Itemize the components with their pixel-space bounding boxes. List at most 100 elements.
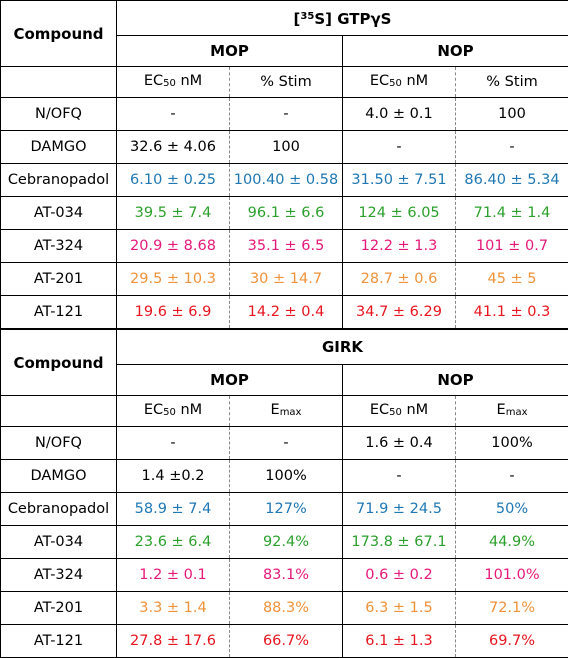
compound-header: Compound <box>1 1 117 67</box>
compound-name-cell: AT-121 <box>1 296 117 330</box>
mop-value-cell: 96.1 ± 6.6 <box>230 197 343 230</box>
empty-cell <box>1 396 117 427</box>
mop-ec50-cell: 27.8 ± 17.6 <box>117 625 230 658</box>
compound-name-cell: Cebranopadol <box>1 493 117 526</box>
mop-ec50-cell: 39.5 ± 7.4 <box>117 197 230 230</box>
nop-value-cell: 71.4 ± 1.4 <box>456 197 568 230</box>
nop-ec50-cell: 173.8 ± 67.1 <box>343 526 456 559</box>
mop-value-cell: 127% <box>230 493 343 526</box>
nop-value-cell: 101.0% <box>456 559 568 592</box>
compound-name-cell: N/OFQ <box>1 98 117 131</box>
compound-name-cell: AT-034 <box>1 526 117 559</box>
compound-name-cell: DAMGO <box>1 131 117 164</box>
ec50-prefix: EC <box>144 402 163 418</box>
nop-ec50-cell: 124 ± 6.05 <box>343 197 456 230</box>
nop-ec50-cell: 6.3 ± 1.5 <box>343 592 456 625</box>
nop-ec50-cell: 34.7 ± 6.29 <box>343 296 456 330</box>
nop-ec50-cell: 12.2 ± 1.3 <box>343 230 456 263</box>
nop-value-cell: 45 ± 5 <box>456 263 568 296</box>
emax-sub: max <box>506 407 528 418</box>
mop-ec50-cell: 23.6 ± 6.4 <box>117 526 230 559</box>
mop-value-cell: 30 ± 14.7 <box>230 263 343 296</box>
section-title-girk: GIRK <box>117 329 568 365</box>
mop-ec50-cell: 19.6 ± 6.9 <box>117 296 230 330</box>
group-header-mop: MOP <box>117 365 343 396</box>
compound-name-cell: AT-034 <box>1 197 117 230</box>
nop-ec50-cell: 1.6 ± 0.4 <box>343 427 456 460</box>
compound-name-cell: AT-324 <box>1 230 117 263</box>
title-text: S] GTPγS <box>314 10 391 28</box>
compound-name-cell: AT-201 <box>1 592 117 625</box>
mop-ec50-cell: 3.3 ± 1.4 <box>117 592 230 625</box>
ec50-prefix: EC <box>370 402 389 418</box>
mop-ec50-cell: - <box>117 98 230 131</box>
nop-value-cell: 72.1% <box>456 592 568 625</box>
compound-name-cell: N/OFQ <box>1 427 117 460</box>
nop-ec50-cell: 71.9 ± 24.5 <box>343 493 456 526</box>
nop-ec50-cell: - <box>343 460 456 493</box>
ec50-sub: 50 <box>389 407 402 418</box>
nop-value-cell: 86.40 ± 5.34 <box>456 164 568 197</box>
mop-ec50-cell: 58.9 ± 7.4 <box>117 493 230 526</box>
nop-value-cell: 100% <box>456 427 568 460</box>
mop-ec50-cell: 32.6 ± 4.06 <box>117 131 230 164</box>
col-header-mop-ec50: EC50 nM <box>117 396 230 427</box>
mop-value-cell: 35.1 ± 6.5 <box>230 230 343 263</box>
mop-ec50-cell: 29.5 ± 10.3 <box>117 263 230 296</box>
data-table-page: Compound [35S] GTPγS MOP NOP EC50 nM % S… <box>0 0 568 610</box>
col-header-nop-ec50: EC50 nM <box>343 67 456 98</box>
mop-ec50-cell: 6.10 ± 0.25 <box>117 164 230 197</box>
mop-value-cell: 88.3% <box>230 592 343 625</box>
mop-ec50-cell: 20.9 ± 8.68 <box>117 230 230 263</box>
nop-value-cell: 50% <box>456 493 568 526</box>
ec50-sub: 50 <box>163 78 176 89</box>
compound-header: Compound <box>1 329 117 396</box>
group-header-mop: MOP <box>117 36 343 67</box>
compound-name-cell: AT-201 <box>1 263 117 296</box>
col-header-nop-stim: % Stim <box>456 67 568 98</box>
mop-value-cell: 83.1% <box>230 559 343 592</box>
emax-sub: max <box>280 407 302 418</box>
ec50-unit: nM <box>402 73 428 89</box>
mop-value-cell: 14.2 ± 0.4 <box>230 296 343 330</box>
col-header-nop-ec50: EC50 nM <box>343 396 456 427</box>
section-title-gtpys: [35S] GTPγS <box>117 1 568 36</box>
mop-value-cell: 100% <box>230 460 343 493</box>
nop-value-cell: - <box>456 460 568 493</box>
mop-value-cell: - <box>230 427 343 460</box>
nop-value-cell: 69.7% <box>456 625 568 658</box>
ec50-prefix: EC <box>370 73 389 89</box>
mop-ec50-cell: 1.4 ±0.2 <box>117 460 230 493</box>
nop-value-cell: - <box>456 131 568 164</box>
mop-value-cell: 66.7% <box>230 625 343 658</box>
compound-name-cell: AT-324 <box>1 559 117 592</box>
nop-value-cell: 100 <box>456 98 568 131</box>
col-header-nop-emax: Emax <box>456 396 568 427</box>
ec50-unit: nM <box>402 402 428 418</box>
mop-ec50-cell: 1.2 ± 0.1 <box>117 559 230 592</box>
mop-value-cell: 100 <box>230 131 343 164</box>
nop-ec50-cell: 6.1 ± 1.3 <box>343 625 456 658</box>
emax-prefix: E <box>271 402 280 418</box>
mop-ec50-cell: - <box>117 427 230 460</box>
nop-ec50-cell: - <box>343 131 456 164</box>
empty-cell <box>1 67 117 98</box>
ec50-sub: 50 <box>163 407 176 418</box>
title-superscript: 35 <box>300 11 314 22</box>
compound-name-cell: Cebranopadol <box>1 164 117 197</box>
compound-name-cell: DAMGO <box>1 460 117 493</box>
nop-value-cell: 101 ± 0.7 <box>456 230 568 263</box>
